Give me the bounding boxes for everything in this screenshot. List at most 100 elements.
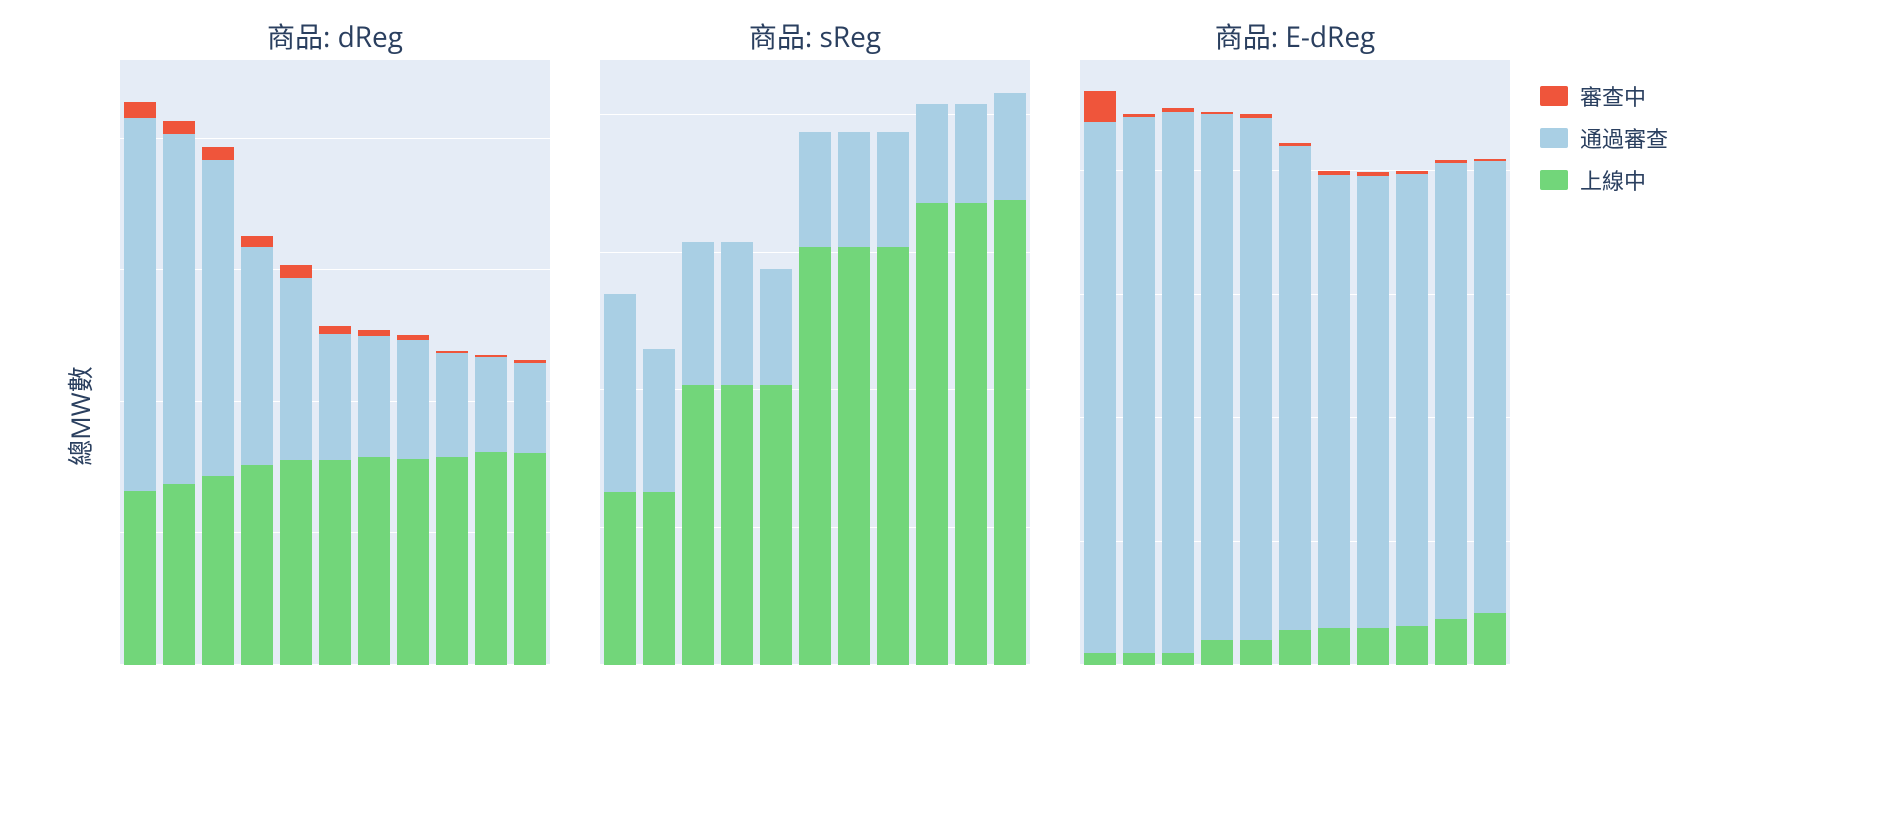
legend-item-online[interactable]: 上線中: [1540, 164, 1668, 196]
bar-seg-online[interactable]: [916, 203, 948, 665]
bar-group[interactable]: [721, 242, 753, 666]
bar-seg-approved[interactable]: [1357, 176, 1389, 628]
bar-seg-online[interactable]: [604, 492, 636, 665]
bar-seg-approved[interactable]: [1162, 112, 1194, 653]
bar-seg-reviewing[interactable]: [241, 236, 273, 247]
bar-group[interactable]: [514, 360, 546, 665]
bar-seg-online[interactable]: [358, 457, 390, 665]
bar-group[interactable]: [163, 121, 195, 665]
bar-group[interactable]: [202, 147, 234, 665]
bar-seg-approved[interactable]: [1435, 163, 1467, 620]
bar-group[interactable]: [1162, 108, 1194, 665]
bar-seg-approved[interactable]: [760, 269, 792, 385]
bar-seg-online[interactable]: [163, 484, 195, 666]
bar-group[interactable]: [124, 102, 156, 665]
bar-seg-approved[interactable]: [475, 357, 507, 452]
bar-group[interactable]: [1279, 143, 1311, 665]
bar-group[interactable]: [397, 335, 429, 665]
bar-group[interactable]: [1123, 114, 1155, 665]
bar-seg-reviewing[interactable]: [319, 326, 351, 334]
bar-seg-online[interactable]: [1240, 640, 1272, 665]
bar-seg-online[interactable]: [1123, 653, 1155, 665]
bar-seg-approved[interactable]: [1084, 122, 1116, 653]
bar-seg-online[interactable]: [124, 491, 156, 665]
bar-seg-approved[interactable]: [1240, 118, 1272, 640]
bar-seg-approved[interactable]: [955, 104, 987, 203]
bar-seg-online[interactable]: [514, 453, 546, 665]
bar-seg-online[interactable]: [994, 200, 1026, 665]
bar-seg-online[interactable]: [877, 247, 909, 665]
bar-seg-online[interactable]: [1474, 613, 1506, 665]
bar-seg-approved[interactable]: [877, 132, 909, 248]
bar-seg-online[interactable]: [436, 457, 468, 665]
bar-seg-online[interactable]: [475, 452, 507, 665]
bar-seg-online[interactable]: [319, 460, 351, 665]
bar-seg-approved[interactable]: [916, 104, 948, 203]
bar-group[interactable]: [1084, 91, 1116, 665]
bar-seg-approved[interactable]: [436, 353, 468, 457]
bar-seg-online[interactable]: [955, 203, 987, 665]
bar-group[interactable]: [994, 93, 1026, 665]
bar-seg-online[interactable]: [1396, 626, 1428, 666]
bar-seg-online[interactable]: [721, 385, 753, 666]
bar-seg-approved[interactable]: [682, 242, 714, 385]
bar-seg-approved[interactable]: [1201, 114, 1233, 640]
bar-seg-online[interactable]: [1318, 628, 1350, 665]
bar-seg-approved[interactable]: [514, 363, 546, 454]
bar-seg-approved[interactable]: [1279, 146, 1311, 630]
bar-seg-approved[interactable]: [799, 132, 831, 248]
bar-group[interactable]: [436, 351, 468, 665]
legend-item-approved[interactable]: 通過審查: [1540, 122, 1668, 154]
bar-seg-online[interactable]: [1162, 653, 1194, 665]
bar-seg-online[interactable]: [241, 465, 273, 665]
bar-seg-approved[interactable]: [1318, 175, 1350, 628]
bar-group[interactable]: [955, 104, 987, 665]
bar-group[interactable]: [799, 132, 831, 666]
bar-seg-online[interactable]: [397, 459, 429, 665]
bar-seg-approved[interactable]: [319, 334, 351, 460]
bar-group[interactable]: [1474, 159, 1506, 665]
bar-seg-reviewing[interactable]: [1084, 91, 1116, 122]
bar-group[interactable]: [1357, 172, 1389, 665]
bar-seg-online[interactable]: [1435, 619, 1467, 665]
bar-group[interactable]: [241, 236, 273, 665]
bar-group[interactable]: [1396, 171, 1428, 665]
bar-seg-approved[interactable]: [241, 247, 273, 465]
bar-seg-approved[interactable]: [358, 336, 390, 457]
bar-seg-approved[interactable]: [202, 160, 234, 476]
bar-seg-approved[interactable]: [397, 340, 429, 458]
bar-seg-online[interactable]: [1201, 640, 1233, 665]
bar-group[interactable]: [280, 265, 312, 665]
bar-group[interactable]: [1318, 171, 1350, 665]
bar-seg-online[interactable]: [1279, 630, 1311, 665]
bar-seg-online[interactable]: [760, 385, 792, 666]
bar-seg-online[interactable]: [280, 460, 312, 665]
bar-group[interactable]: [760, 269, 792, 665]
bar-seg-online[interactable]: [1084, 653, 1116, 665]
bar-seg-approved[interactable]: [643, 349, 675, 492]
bar-group[interactable]: [643, 349, 675, 665]
bar-seg-approved[interactable]: [994, 93, 1026, 200]
bar-group[interactable]: [1435, 160, 1467, 665]
bar-seg-approved[interactable]: [1396, 174, 1428, 626]
bar-group[interactable]: [1201, 112, 1233, 665]
bar-group[interactable]: [838, 132, 870, 666]
bar-group[interactable]: [604, 294, 636, 665]
bar-group[interactable]: [475, 355, 507, 665]
bar-group[interactable]: [916, 104, 948, 665]
bar-seg-online[interactable]: [799, 247, 831, 665]
bar-seg-reviewing[interactable]: [124, 102, 156, 118]
bar-group[interactable]: [319, 326, 351, 665]
bar-seg-approved[interactable]: [1474, 161, 1506, 613]
legend-item-reviewing[interactable]: 審查中: [1540, 80, 1668, 112]
bar-seg-approved[interactable]: [604, 294, 636, 492]
bar-group[interactable]: [1240, 114, 1272, 665]
bar-seg-approved[interactable]: [838, 132, 870, 248]
bar-seg-online[interactable]: [1357, 628, 1389, 665]
bar-seg-approved[interactable]: [280, 278, 312, 460]
bar-seg-approved[interactable]: [1123, 117, 1155, 653]
bar-seg-reviewing[interactable]: [280, 265, 312, 278]
bar-seg-reviewing[interactable]: [163, 121, 195, 134]
bar-seg-online[interactable]: [202, 476, 234, 665]
bar-seg-approved[interactable]: [124, 118, 156, 492]
